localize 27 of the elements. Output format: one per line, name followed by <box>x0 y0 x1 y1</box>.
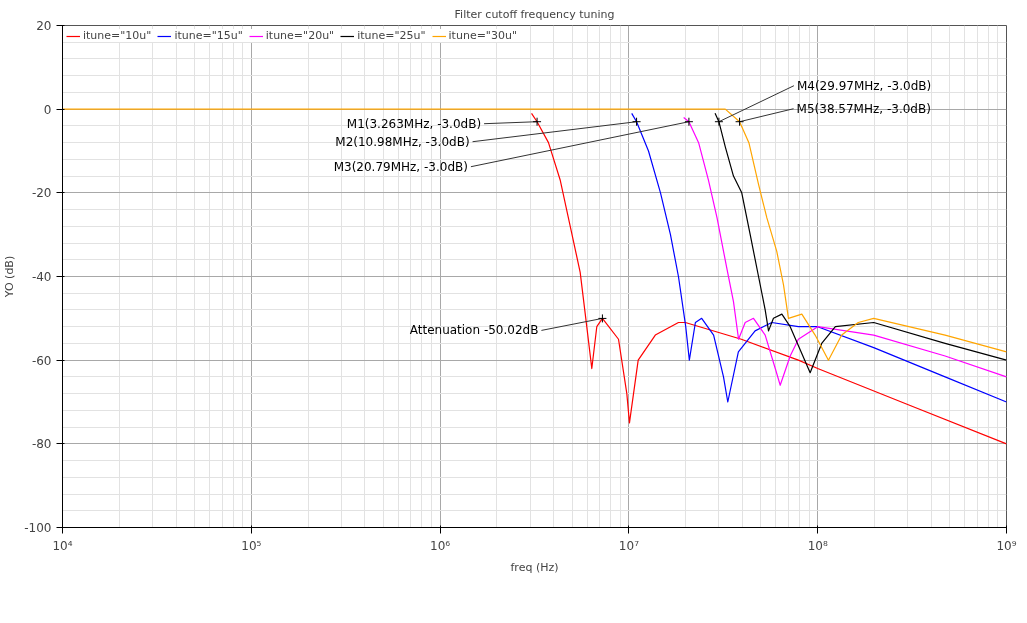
x-tick-label: 10⁵ <box>241 538 262 553</box>
chart-title: Filter cutoff frequency tuning <box>454 7 615 21</box>
y-axis-title: YO (dB) <box>3 255 17 299</box>
annotation: M1(3.263MHz, -3.0dB) <box>346 116 482 131</box>
y-tick-label: 0 <box>43 102 52 117</box>
x-tick-label: 10⁷ <box>618 538 640 553</box>
x-tick-label: 10⁴ <box>52 538 73 553</box>
legend-label: itune="25u" <box>357 29 426 42</box>
y-tick-label: -40 <box>31 270 52 284</box>
legend-label: itune="30u" <box>448 29 517 42</box>
x-tick-label: 10⁶ <box>430 538 451 553</box>
y-tick-label: -100 <box>24 521 52 535</box>
annotation: M2(10.98MHz, -3.0dB) <box>335 134 470 149</box>
annotation: M3(20.79MHz, -3.0dB) <box>333 159 468 174</box>
legend-label: itune="15u" <box>174 29 243 42</box>
y-tick-label: -20 <box>31 186 52 201</box>
annotation: M5(38.57MHz, -3.0dB) <box>796 101 931 116</box>
annotation: M4(29.97MHz, -3.0dB) <box>796 78 932 93</box>
y-tick-label: -80 <box>31 437 52 452</box>
x-tick-label: 10⁹ <box>996 538 1017 553</box>
legend-label: itune="10u" <box>83 29 152 42</box>
y-tick-label: 20 <box>36 19 52 33</box>
annotation: Attenuation -50.02dB <box>409 323 539 338</box>
legend-label: itune="20u" <box>265 29 335 42</box>
x-tick-label: 10⁸ <box>807 538 828 553</box>
x-axis-title: freq (Hz) <box>510 560 559 574</box>
y-tick-label: -60 <box>31 353 52 368</box>
